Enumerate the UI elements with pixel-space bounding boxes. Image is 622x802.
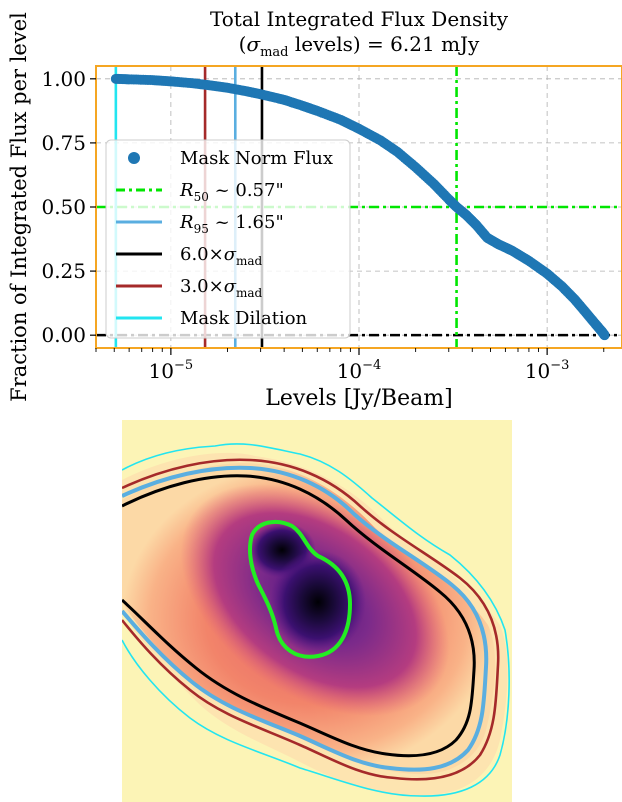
contour-6sigma <box>122 474 476 758</box>
title-rest: levels) = 6.21 mJy <box>289 32 481 56</box>
legend: Mask Norm Flux R50 ~ 0.57" R95 ~ 1.65" 6.0×… <box>105 139 351 339</box>
y-axis-label: Fraction of Integrated Flux per level <box>7 12 31 402</box>
y-tick-label: 0.00 <box>41 323 86 347</box>
legend-label: 3.0×σmad <box>180 276 263 300</box>
contour-3sigma <box>122 458 500 781</box>
flux-map <box>122 420 512 802</box>
y-tick-label: 0.50 <box>41 195 86 219</box>
title-sigma-sub: mad <box>260 45 288 60</box>
title-sigma: σ <box>246 32 261 56</box>
legend-box <box>105 139 351 339</box>
x-tick-label: 10−5 <box>149 358 194 383</box>
title-paren: ( <box>239 32 247 56</box>
y-tick-label: 1.00 <box>41 67 86 91</box>
contour-r95 <box>122 465 489 772</box>
legend-label: 6.0×σmad <box>180 244 263 268</box>
x-axis-label: Levels [Jy/Beam] <box>265 386 452 411</box>
flux-points <box>110 73 610 341</box>
legend-label: Mask Norm Flux <box>180 148 333 169</box>
y-tick-label: 0.25 <box>41 259 86 283</box>
chart-title-line1: Total Integrated Flux Density <box>210 7 509 31</box>
legend-label: Mask Dilation <box>180 308 308 329</box>
data-point <box>599 330 610 341</box>
chart-title-line2: (σmad levels) = 6.21 mJy <box>239 32 480 60</box>
x-tick-label: 10−4 <box>337 358 382 383</box>
contour-r50 <box>248 519 353 659</box>
x-axis: 10−5 10−4 10−3 <box>95 348 605 383</box>
line-chart: Total Integrated Flux Density (σmad leve… <box>7 7 622 411</box>
y-axis: 0.00 0.25 0.50 0.75 1.00 <box>41 67 96 347</box>
contour-mask-dilation <box>122 443 510 797</box>
legend-label: R50 ~ 0.57" <box>179 180 284 204</box>
y-tick-label: 0.75 <box>41 131 86 155</box>
x-tick-label: 10−3 <box>525 358 570 383</box>
legend-label: R95 ~ 1.65" <box>179 212 284 236</box>
legend-marker <box>128 152 140 164</box>
